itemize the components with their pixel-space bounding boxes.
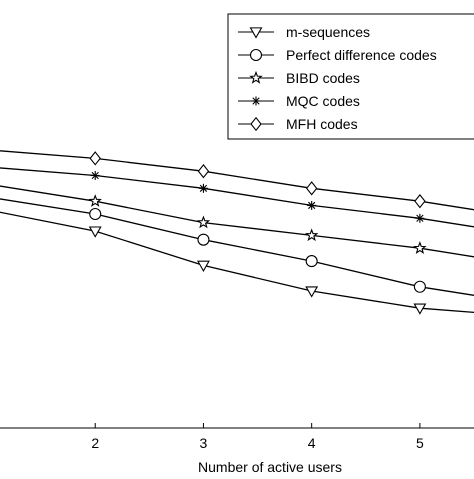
- legend-marker: [249, 27, 263, 39]
- x-tick-label: 3: [200, 435, 208, 451]
- data-point: [90, 170, 100, 180]
- data-point: [307, 200, 317, 210]
- data-point: [197, 164, 210, 179]
- legend-label: BIBD codes: [286, 70, 360, 86]
- series-mfh-codes: [0, 150, 474, 211]
- legend-label: MQC codes: [286, 93, 360, 109]
- legend-label: Perfect difference codes: [286, 47, 437, 63]
- x-tick-label: 2: [91, 435, 99, 451]
- series-bibd-codes: [0, 185, 474, 258]
- axes: 2 3 4 5: [0, 423, 474, 451]
- data-point: [305, 286, 319, 298]
- data-point: [198, 183, 208, 193]
- series-mqc-codes: [0, 167, 474, 228]
- series-group: [0, 150, 474, 315]
- legend-label: MFH codes: [286, 116, 358, 132]
- data-point: [305, 181, 318, 196]
- x-tick-label: 4: [308, 435, 316, 451]
- data-point: [413, 280, 426, 293]
- legend: m-sequences Perfect difference codes BIBD …: [227, 13, 474, 140]
- legend-marker: [249, 70, 263, 84]
- data-point: [413, 303, 427, 315]
- series-line: [0, 185, 474, 258]
- x-axis-label: Number of active users: [198, 459, 342, 474]
- data-point: [305, 255, 318, 268]
- data-point: [89, 151, 101, 166]
- legend-entry: m-sequences: [238, 24, 370, 40]
- data-point: [415, 213, 425, 223]
- series-line: [0, 211, 474, 314]
- data-point: [89, 207, 102, 221]
- legend-entry: MFH codes: [238, 116, 358, 132]
- legend-entry: MQC codes: [238, 93, 360, 109]
- legend-marker: [250, 116, 262, 132]
- data-point: [196, 260, 210, 272]
- legend-label: m-sequences: [286, 24, 370, 40]
- legend-box: [227, 13, 474, 140]
- data-point: [196, 215, 211, 229]
- x-tick-label: 5: [416, 435, 424, 451]
- series-perfect-difference-codes: [0, 198, 474, 296]
- series-m-sequences: [0, 211, 474, 315]
- legend-marker: [251, 96, 261, 106]
- series-line: [0, 198, 474, 296]
- data-point: [88, 226, 102, 238]
- data-point: [304, 228, 319, 242]
- legend-entry: BIBD codes: [238, 70, 360, 86]
- data-point: [413, 241, 427, 254]
- data-point: [197, 233, 210, 246]
- legend-entry: Perfect difference codes: [238, 47, 437, 63]
- series-line: [0, 167, 474, 228]
- data-point: [88, 194, 102, 207]
- legend-marker: [249, 48, 263, 62]
- series-line: [0, 150, 474, 211]
- data-point: [414, 193, 426, 209]
